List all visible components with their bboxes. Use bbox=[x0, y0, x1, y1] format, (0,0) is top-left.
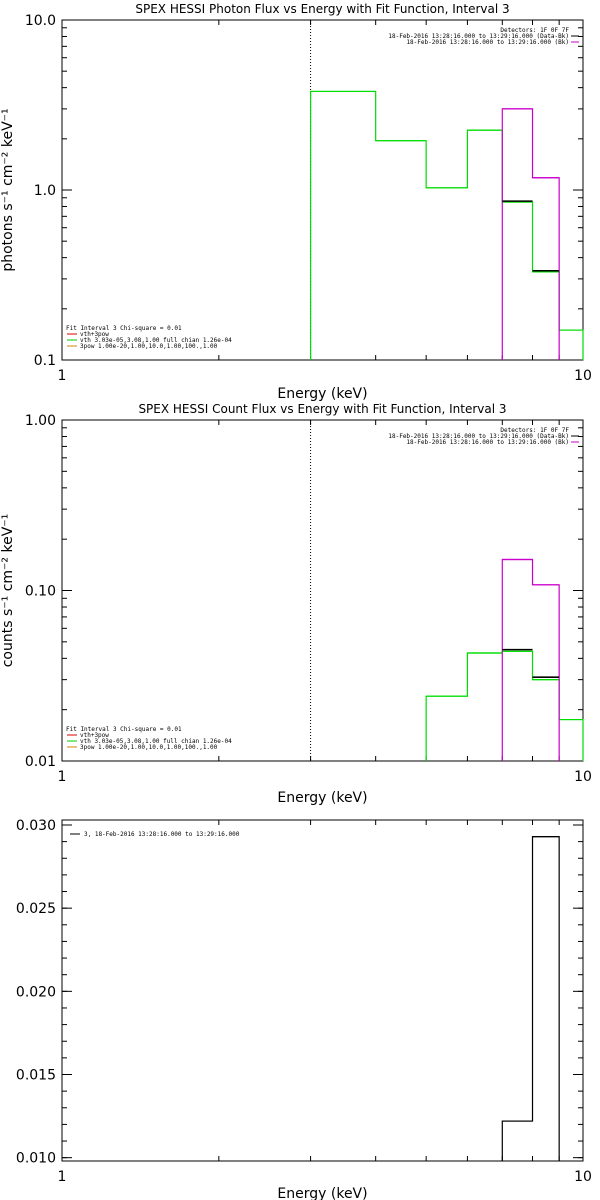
series-3 bbox=[502, 648, 560, 679]
fit-legend-entry: vth+3pow bbox=[80, 732, 109, 739]
x-axis-label: Energy (keV) bbox=[277, 790, 367, 806]
series-3 bbox=[502, 200, 560, 272]
fit-legend-entry: Fit Interval 3 Chi-square = 0.01 bbox=[66, 726, 182, 733]
series-1 bbox=[501, 836, 560, 1161]
fit-legend-entry: 3pow 1.00e-20,1.00,10.0,1.00,100.,1.00 bbox=[80, 744, 218, 751]
y-tick-label: 0.01 bbox=[25, 754, 56, 770]
series-line bbox=[501, 836, 560, 1161]
y-tick-label: 10.0 bbox=[25, 13, 56, 29]
fit-legend-entry: vth 3.03e-05,3.08,1.00 full chian 1.26e-… bbox=[80, 337, 232, 344]
chart-panel-1: SPEX HESSI Photon Flux vs Energy with Fi… bbox=[0, 2, 592, 402]
y-tick-label: 0.1 bbox=[34, 353, 56, 369]
y-tick-label: 1.00 bbox=[25, 413, 56, 429]
plot-frame bbox=[61, 419, 584, 762]
x-tick-label: 10 bbox=[574, 1169, 592, 1185]
legend-entry: Detectors: 1F 0F 7F bbox=[500, 427, 569, 434]
plot-frame bbox=[61, 19, 584, 361]
fit-legend-entry: vth 3.03e-05,3.08,1.00 full chian 1.26e-… bbox=[80, 738, 232, 745]
y-tick-label: 0.025 bbox=[16, 901, 56, 917]
series-line bbox=[309, 90, 584, 360]
plot-frame bbox=[61, 819, 584, 1162]
chart-title: SPEX HESSI Count Flux vs Energy with Fit… bbox=[138, 402, 506, 416]
x-axis-label: Energy (keV) bbox=[277, 1186, 367, 1200]
y-axis-label: photons s⁻¹ cm⁻² keV⁻¹ bbox=[0, 108, 16, 271]
legend-bottom: Fit Interval 3 Chi-square = 0.01vth+3pow… bbox=[66, 726, 232, 751]
series-2 bbox=[501, 108, 560, 360]
series-1 bbox=[309, 90, 584, 360]
x-tick-label: 1 bbox=[58, 769, 67, 785]
legend-entry: Detectors: 1F 0F 7F bbox=[500, 27, 569, 34]
y-tick-label: 1.0 bbox=[34, 183, 56, 199]
series-line bbox=[501, 558, 560, 761]
y-tick-label: 0.030 bbox=[16, 818, 56, 834]
series-2 bbox=[501, 558, 560, 761]
x-tick-label: 10 bbox=[574, 769, 592, 785]
x-tick-label: 1 bbox=[58, 368, 67, 384]
y-axis-label: counts s⁻¹ cm⁻² keV⁻¹ bbox=[0, 514, 16, 668]
legend-bottom: Fit Interval 3 Chi-square = 0.01vth+3pow… bbox=[66, 325, 232, 350]
legend-entry: 3, 18-Feb-2016 13:28:16.000 to 13:29:16.… bbox=[84, 831, 240, 838]
x-tick-label: 1 bbox=[58, 1169, 67, 1185]
legend-entry: 18-Feb-2016 13:28:16.000 to 13:29:16.000… bbox=[406, 439, 569, 446]
fit-legend-entry: 3pow 1.00e-20,1.00,10.0,1.00,100.,1.00 bbox=[80, 343, 218, 350]
chart-title: SPEX HESSI Photon Flux vs Energy with Fi… bbox=[135, 2, 509, 16]
legend-entry: 18-Feb-2016 13:28:16.000 to 13:29:16.000… bbox=[388, 33, 569, 40]
legend-entry: 18-Feb-2016 13:28:16.000 to 13:29:16.000… bbox=[388, 433, 569, 440]
y-tick-label: 0.010 bbox=[16, 1151, 56, 1167]
fit-legend-entry: vth+3pow bbox=[80, 331, 109, 338]
fit-legend-entry: Fit Interval 3 Chi-square = 0.01 bbox=[66, 325, 182, 332]
chart-panel-2: SPEX HESSI Count Flux vs Energy with Fit… bbox=[0, 402, 592, 806]
y-tick-label: 0.10 bbox=[25, 584, 56, 600]
x-tick-label: 10 bbox=[574, 368, 592, 384]
series-line bbox=[501, 108, 560, 360]
chart-panel-3: 1 10 0.010 0.015 0.020 0.025 0.030 Energy (keV)… bbox=[16, 818, 592, 1200]
y-tick-label: 0.015 bbox=[16, 1068, 56, 1084]
x-axis-label: Energy (keV) bbox=[277, 386, 367, 402]
series-1 bbox=[425, 650, 584, 761]
y-tick-label: 0.020 bbox=[16, 984, 56, 1000]
legend-entry: 18-Feb-2016 13:28:16.000 to 13:29:16.000… bbox=[406, 39, 569, 46]
